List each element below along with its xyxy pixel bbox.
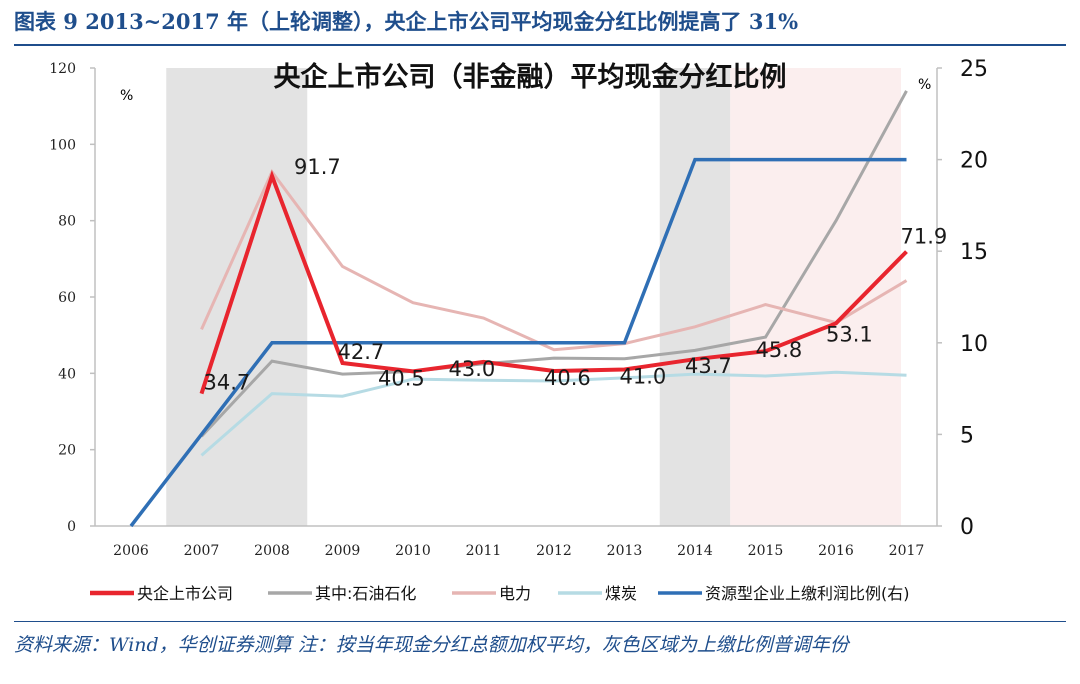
series-line-2 xyxy=(200,168,908,352)
data-label: 42.7 xyxy=(338,340,385,364)
chart-title: 央企上市公司（非金融）平均现金分红比例 xyxy=(274,61,787,93)
series-line-1 xyxy=(200,90,908,438)
left-axis-unit: % xyxy=(120,88,133,104)
left-tick-label: 100 xyxy=(49,137,76,153)
series-lines xyxy=(129,90,908,528)
left-tick-label: 40 xyxy=(58,366,76,382)
right-tick-label: 0 xyxy=(960,515,974,540)
left-tick-label: 0 xyxy=(67,519,76,535)
legend-label: 煤炭 xyxy=(605,584,637,603)
x-tick-label: 2010 xyxy=(395,543,431,559)
x-tick-label: 2008 xyxy=(254,543,290,559)
shaded-regions xyxy=(166,68,901,526)
legend-label: 央企上市公司 xyxy=(137,584,233,603)
right-axis-ticks: 0 5 10 15 20 25 xyxy=(937,57,988,540)
data-label: 40.5 xyxy=(378,366,425,390)
figure-title: 图表 9 2013~2017 年（上轮调整），央企上市公司平均现金分红比例提高了… xyxy=(14,9,799,34)
x-tick-label: 2015 xyxy=(748,543,784,559)
legend: 央企上市公司 其中:石油石化 电力 煤炭 资源型企业上缴利润比例(右) xyxy=(90,584,910,603)
x-tick-label: 2011 xyxy=(466,543,502,559)
title-rule xyxy=(14,44,1066,46)
x-tick-label: 2016 xyxy=(818,543,854,559)
x-tick-label: 2017 xyxy=(889,543,925,559)
right-tick-label: 25 xyxy=(960,57,988,82)
data-label: 71.9 xyxy=(901,225,948,249)
right-axis-unit: % xyxy=(918,77,931,93)
footer-rule xyxy=(14,621,1066,622)
left-tick-label: 120 xyxy=(49,61,76,77)
left-tick-label: 60 xyxy=(58,290,76,306)
x-axis-ticks: 2006 2007 2008 2009 2010 2011 2012 2013 2014 2015… xyxy=(113,543,924,559)
data-label: 45.8 xyxy=(756,338,803,362)
data-label: 43.7 xyxy=(685,354,732,378)
shaded-band-pink-2 xyxy=(730,68,901,526)
left-axis-ticks: 0 20 40 60 80 100 120 xyxy=(49,61,95,535)
data-label: 43.0 xyxy=(449,357,496,381)
data-labels: 34.7 91.7 42.740.5 43.0 40.6 41.0 43.7 45.8 53.1… xyxy=(204,155,948,395)
x-tick-label: 2013 xyxy=(607,543,643,559)
x-tick-label: 2014 xyxy=(677,543,713,559)
series-line-3 xyxy=(200,370,907,457)
x-tick-label: 2009 xyxy=(325,543,361,559)
data-label: 91.7 xyxy=(294,155,341,179)
right-tick-label: 10 xyxy=(960,332,988,357)
x-tick-label: 2006 xyxy=(113,543,149,559)
data-label: 53.1 xyxy=(826,322,873,346)
series-line-0 xyxy=(199,169,908,395)
left-tick-label: 80 xyxy=(58,214,76,230)
x-tick-label: 2007 xyxy=(184,543,220,559)
right-tick-label: 15 xyxy=(960,240,988,265)
right-tick-label: 20 xyxy=(960,149,988,174)
data-label: 41.0 xyxy=(620,365,667,389)
left-tick-label: 20 xyxy=(58,443,76,459)
data-label: 40.6 xyxy=(544,366,591,390)
data-label: 34.7 xyxy=(204,371,251,395)
legend-label: 其中:石油石化 xyxy=(315,584,416,603)
x-tick-label: 2012 xyxy=(536,543,572,559)
series-line-4 xyxy=(129,157,907,528)
source-note: 资料来源：Wind，华创证券测算 注：按当年现金分红总额加权平均，灰色区域为上缴… xyxy=(14,634,849,656)
legend-label: 资源型企业上缴利润比例(右) xyxy=(705,584,910,603)
right-tick-label: 5 xyxy=(960,423,974,448)
shaded-band-gray-1 xyxy=(659,68,731,526)
shaded-band-gray-0 xyxy=(166,68,308,526)
legend-label: 电力 xyxy=(499,584,531,603)
